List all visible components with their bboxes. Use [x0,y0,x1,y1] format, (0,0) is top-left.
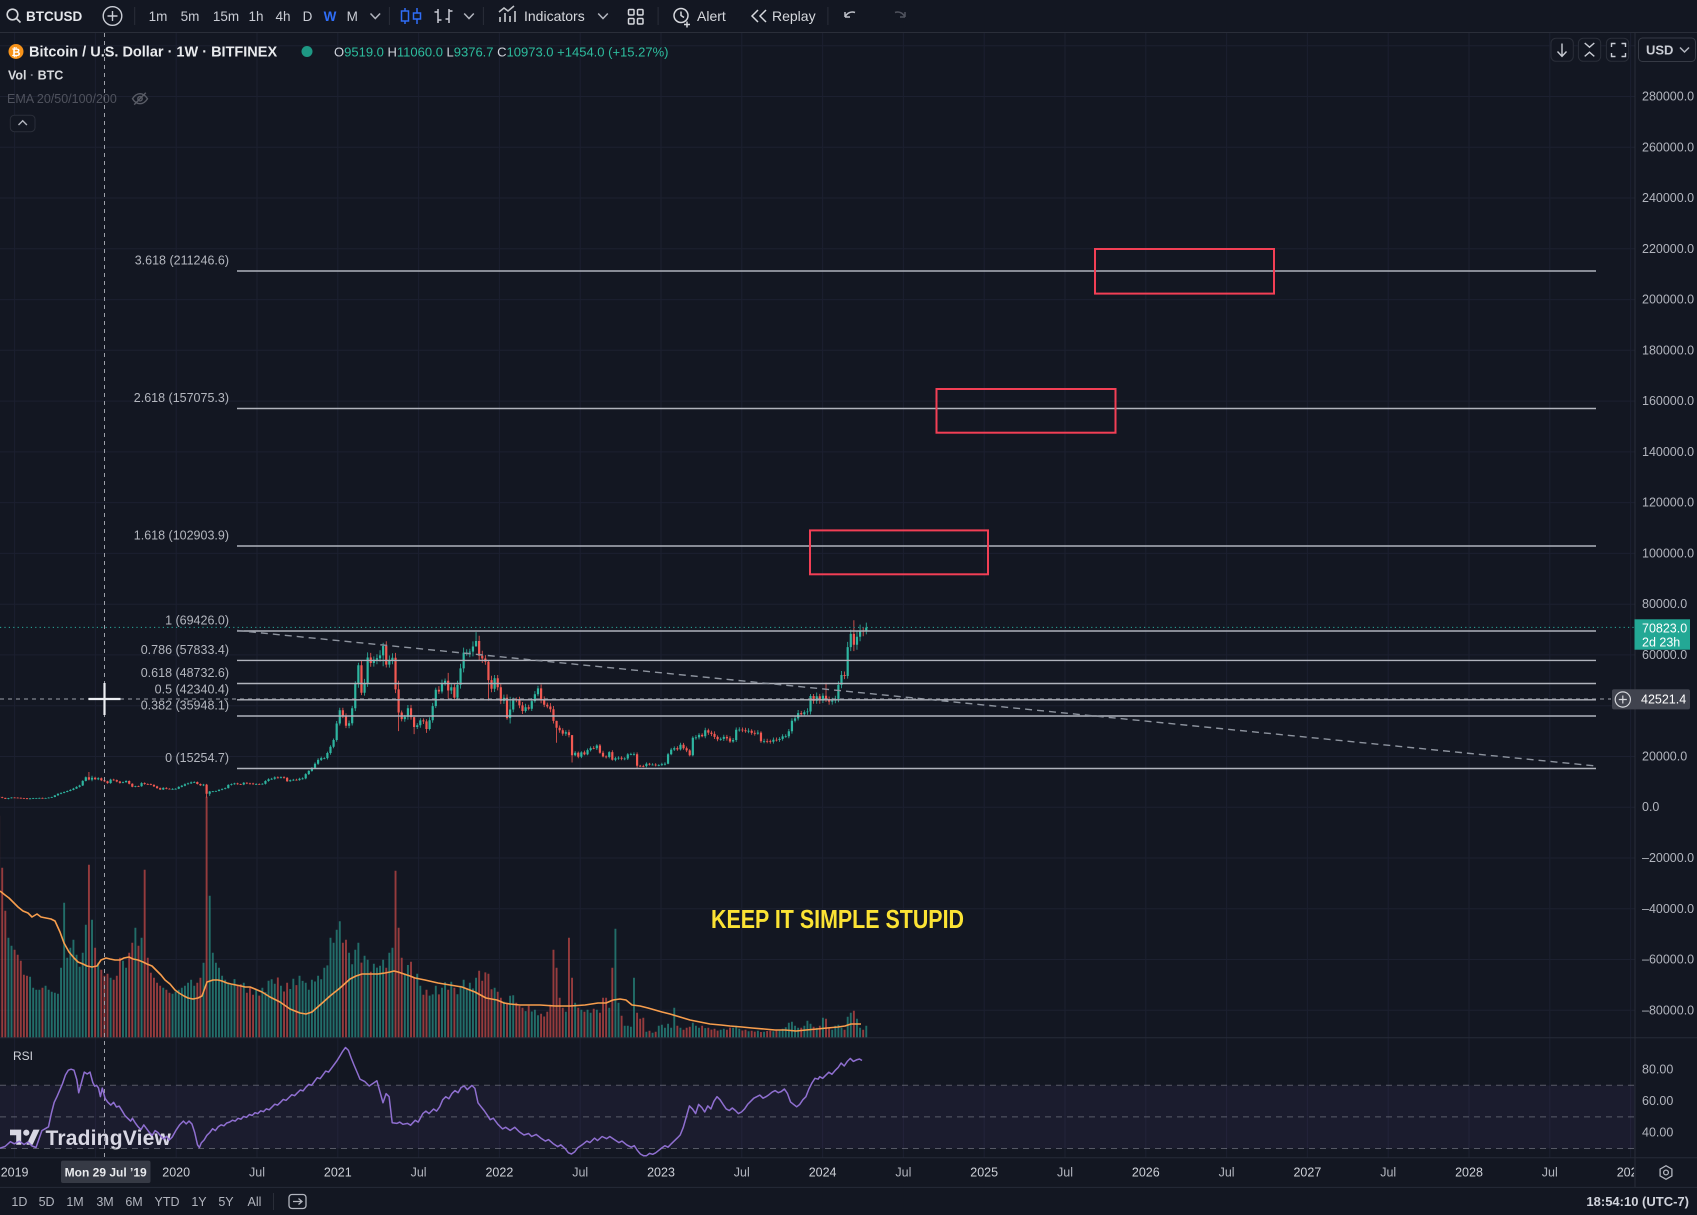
svg-text:2024: 2024 [809,1166,837,1180]
svg-text:140000.0: 140000.0 [1642,445,1694,459]
svg-text:2029: 2029 [1617,1166,1645,1180]
svg-text:Jul: Jul [734,1166,750,1180]
svg-text:120000.0: 120000.0 [1642,496,1694,510]
svg-text:2021: 2021 [324,1166,352,1180]
svg-text:Jul: Jul [1542,1166,1558,1180]
svg-text:4h: 4h [275,9,290,24]
svg-text:2023: 2023 [647,1166,675,1180]
svg-text:3.618 (211246.6): 3.618 (211246.6) [135,254,229,268]
svg-text:2020: 2020 [162,1166,190,1180]
svg-text:RSI: RSI [13,1049,33,1063]
svg-text:60000.0: 60000.0 [1642,648,1687,662]
svg-text:1Y: 1Y [191,1195,207,1209]
svg-text:M: M [347,9,358,24]
svg-text:KEEP IT SIMPLE STUPID: KEEP IT SIMPLE STUPID [711,906,964,934]
svg-text:1m: 1m [149,9,168,24]
svg-text:Jul: Jul [249,1166,265,1180]
svg-text:EMA 20/50/100/200: EMA 20/50/100/200 [7,92,117,106]
svg-text:–80000.0: –80000.0 [1642,1003,1694,1017]
svg-text:2026: 2026 [1132,1166,1160,1180]
svg-text:40.00: 40.00 [1642,1126,1673,1140]
svg-text:Jul: Jul [1219,1166,1235,1180]
svg-text:Jul: Jul [411,1166,427,1180]
svg-text:1M: 1M [66,1195,83,1209]
svg-text:2.618 (157075.3): 2.618 (157075.3) [134,391,229,405]
svg-text:180000.0: 180000.0 [1642,343,1694,357]
svg-text:Replay: Replay [772,8,816,24]
svg-text:Jul: Jul [572,1166,588,1180]
svg-text:₿: ₿ [12,47,21,59]
svg-text:5D: 5D [39,1195,55,1209]
svg-text:–20000.0: –20000.0 [1642,851,1694,865]
svg-text:0.618 (48732.6): 0.618 (48732.6) [141,666,229,680]
svg-text:80.00: 80.00 [1642,1063,1673,1077]
svg-text:2027: 2027 [1293,1166,1321,1180]
svg-text:15m: 15m [213,9,239,24]
svg-text:USD: USD [1646,43,1673,58]
svg-text:1D: 1D [11,1195,27,1209]
svg-text:–40000.0: –40000.0 [1642,902,1694,916]
svg-text:2d 23h: 2d 23h [1642,635,1680,649]
svg-text:3M: 3M [96,1195,113,1209]
svg-text:D: D [303,9,313,24]
svg-text:2022: 2022 [485,1166,513,1180]
svg-text:All: All [248,1195,262,1209]
svg-text:42521.4: 42521.4 [1641,693,1686,707]
svg-text:20000.0: 20000.0 [1642,750,1687,764]
svg-text:Indicators: Indicators [524,8,585,24]
svg-text:2028: 2028 [1455,1166,1483,1180]
svg-text:240000.0: 240000.0 [1642,191,1694,205]
svg-text:0.5 (42340.4): 0.5 (42340.4) [155,682,229,696]
svg-text:Jul: Jul [895,1166,911,1180]
svg-text:Mon 29 Jul ’19: Mon 29 Jul ’19 [65,1166,147,1180]
svg-text:Bitcoin / U.S. Dollar · 1W · B: Bitcoin / U.S. Dollar · 1W · BITFINEX [29,45,277,61]
svg-text:2019: 2019 [1,1166,29,1180]
svg-text:YTD: YTD [155,1195,180,1209]
svg-text:0 (15254.7): 0 (15254.7) [165,751,229,765]
svg-text:1.618 (102903.9): 1.618 (102903.9) [134,529,229,543]
svg-text:BTCUSD: BTCUSD [26,9,82,24]
svg-text:Alert: Alert [697,8,726,24]
svg-text:0.0: 0.0 [1642,800,1659,814]
svg-text:5Y: 5Y [218,1195,234,1209]
svg-text:0.382 (35948.1): 0.382 (35948.1) [141,699,229,713]
svg-text:80000.0: 80000.0 [1642,597,1687,611]
svg-text:5m: 5m [181,9,200,24]
svg-text:220000.0: 220000.0 [1642,242,1694,256]
svg-text:TradingView: TradingView [46,1127,172,1150]
svg-text:Jul: Jul [1380,1166,1396,1180]
svg-text:260000.0: 260000.0 [1642,140,1694,154]
svg-text:70823.0: 70823.0 [1642,621,1687,635]
svg-text:1 (69426.0): 1 (69426.0) [165,614,229,628]
svg-text:0.786 (57833.4): 0.786 (57833.4) [141,643,229,657]
svg-text:–60000.0: –60000.0 [1642,953,1694,967]
svg-text:160000.0: 160000.0 [1642,394,1694,408]
svg-text:2025: 2025 [970,1166,998,1180]
svg-text:O9519.0 H11060.0 L9376.7 C1097: O9519.0 H11060.0 L9376.7 C10973.0 +1454.… [334,45,668,60]
svg-text:W: W [324,9,337,24]
svg-text:6M: 6M [125,1195,142,1209]
svg-text:1h: 1h [248,9,263,24]
svg-text:18:54:10 (UTC-7): 18:54:10 (UTC-7) [1586,1194,1689,1209]
svg-text:Jul: Jul [1057,1166,1073,1180]
svg-text:280000.0: 280000.0 [1642,90,1694,104]
svg-text:200000.0: 200000.0 [1642,293,1694,307]
svg-text:60.00: 60.00 [1642,1094,1673,1108]
svg-text:100000.0: 100000.0 [1642,546,1694,560]
svg-text:Vol · BTC: Vol · BTC [8,69,63,83]
